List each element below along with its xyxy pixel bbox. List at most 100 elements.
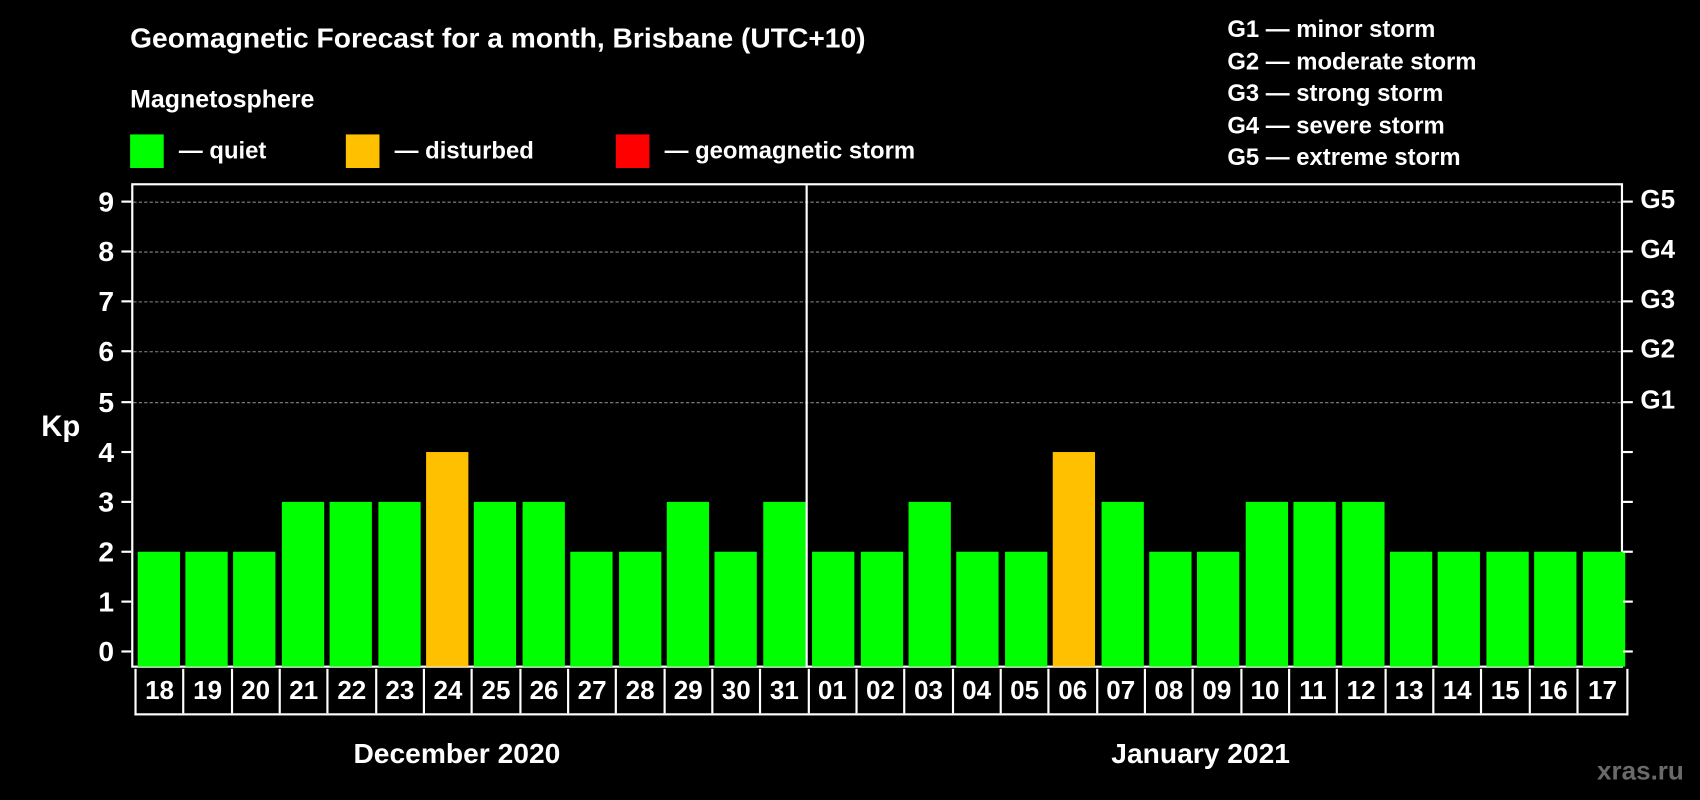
legend-disturbed: — disturbed (345, 133, 534, 168)
right-tick (1623, 650, 1633, 653)
date-label: 11 (1290, 668, 1339, 714)
date-label: 02 (858, 668, 906, 714)
bar-quiet (1341, 501, 1384, 667)
legend-quiet: — quiet (130, 133, 266, 168)
y-tick-label: 5 (98, 385, 115, 418)
date-label: 21 (281, 668, 329, 714)
right-axis-label: G4 (1640, 235, 1676, 265)
bar-disturbed (425, 451, 469, 667)
date-label: 12 (1338, 668, 1387, 714)
month-divider (805, 185, 808, 668)
date-label: 27 (569, 668, 618, 714)
y-tick (121, 650, 132, 653)
y-tick-label: 9 (98, 185, 115, 218)
bar-quiet (860, 551, 903, 667)
storm-scale-g5: G5 — extreme storm (1227, 143, 1461, 171)
bar-quiet (908, 501, 951, 667)
date-label: 13 (1386, 668, 1435, 714)
right-axis-label: G1 (1640, 385, 1676, 415)
right-tick (1623, 250, 1633, 253)
storm-scale-legend: G1 — minor storm G2 — moderate storm G3 … (1227, 13, 1476, 173)
y-tick-label: 4 (98, 435, 115, 468)
gridline (133, 251, 1621, 253)
bar-quiet (1486, 551, 1529, 667)
date-label: 29 (665, 668, 714, 714)
bar-quiet (474, 501, 517, 667)
bar-quiet (377, 501, 421, 667)
right-tick (1623, 550, 1633, 553)
date-label: 26 (521, 668, 570, 714)
month-label-january: January 2021 (1111, 737, 1290, 770)
legend-disturbed-label: — disturbed (394, 136, 534, 164)
y-tick-label: 0 (98, 635, 115, 668)
y-tick (121, 500, 132, 503)
date-label: 16 (1530, 668, 1579, 714)
legend-storm-label: — geomagnetic storm (664, 136, 916, 164)
bar-quiet (281, 501, 324, 667)
date-label: 04 (954, 668, 1002, 714)
bar-quiet (956, 551, 999, 667)
bar-quiet (1149, 551, 1192, 667)
date-label: 31 (761, 668, 810, 714)
y-tick-label: 2 (98, 535, 115, 568)
legend-title: Magnetosphere (130, 84, 315, 113)
storm-scale-g1: G1 — minor storm (1227, 15, 1436, 43)
legend-storm: — geomagnetic storm (615, 133, 916, 168)
y-tick-label: 6 (98, 335, 115, 368)
date-label: 09 (1194, 668, 1243, 714)
storm-scale-g4: G4 — severe storm (1227, 111, 1445, 139)
right-axis-label: G3 (1640, 285, 1676, 315)
date-label: 22 (329, 668, 377, 714)
bar-quiet (1389, 551, 1433, 667)
bar-quiet (714, 551, 758, 667)
y-tick-label: 7 (98, 285, 115, 318)
date-label: 07 (1098, 668, 1146, 714)
bar-quiet (1245, 501, 1288, 667)
month-label-december: December 2020 (353, 737, 561, 770)
y-tick-label: 8 (98, 235, 115, 268)
right-tick (1623, 600, 1633, 603)
date-label: 01 (809, 668, 858, 714)
bar-quiet (1101, 501, 1144, 667)
bar-quiet (1197, 551, 1240, 667)
y-tick (121, 350, 132, 353)
bar-quiet (329, 501, 372, 667)
bar-quiet (1582, 551, 1625, 667)
bar-quiet (185, 551, 228, 667)
right-tick (1623, 500, 1633, 503)
bar-quiet (762, 501, 806, 667)
y-tick (121, 400, 132, 403)
y-tick-label: 3 (98, 485, 115, 518)
bar-quiet (666, 501, 709, 667)
legend-quiet-label: — quiet (178, 136, 267, 164)
gridline (133, 351, 1621, 353)
quiet-swatch (130, 133, 164, 168)
bar-quiet (233, 551, 276, 667)
date-label: 03 (906, 668, 954, 714)
date-label: 23 (377, 668, 425, 714)
date-label: 19 (185, 668, 233, 714)
right-tick (1623, 200, 1633, 203)
right-tick (1623, 400, 1633, 403)
date-label: 18 (137, 668, 185, 714)
date-label: 28 (617, 668, 666, 714)
y-tick (121, 250, 132, 253)
y-tick (121, 200, 132, 203)
bar-quiet (1293, 501, 1336, 667)
date-label: 25 (473, 668, 522, 714)
storm-swatch (615, 133, 650, 168)
gridline (133, 301, 1621, 303)
date-label: 05 (1002, 668, 1050, 714)
date-label: 10 (1242, 668, 1291, 714)
storm-scale-g2: G2 — moderate storm (1227, 47, 1477, 75)
storm-scale-g3: G3 — strong storm (1227, 79, 1444, 107)
y-tick (121, 300, 132, 303)
date-axis: 18 19 20 21 22 23 24 25 26 27 28 29 30 31 01 02 03 04 05 06… (134, 668, 1629, 716)
bar-quiet (1534, 551, 1577, 667)
chart-title: Geomagnetic Forecast for a month, Brisba… (130, 21, 866, 55)
disturbed-swatch (345, 133, 380, 168)
bar-quiet (137, 551, 180, 667)
right-tick (1623, 300, 1633, 303)
bar-disturbed (1052, 451, 1096, 667)
date-label: 14 (1434, 668, 1483, 714)
